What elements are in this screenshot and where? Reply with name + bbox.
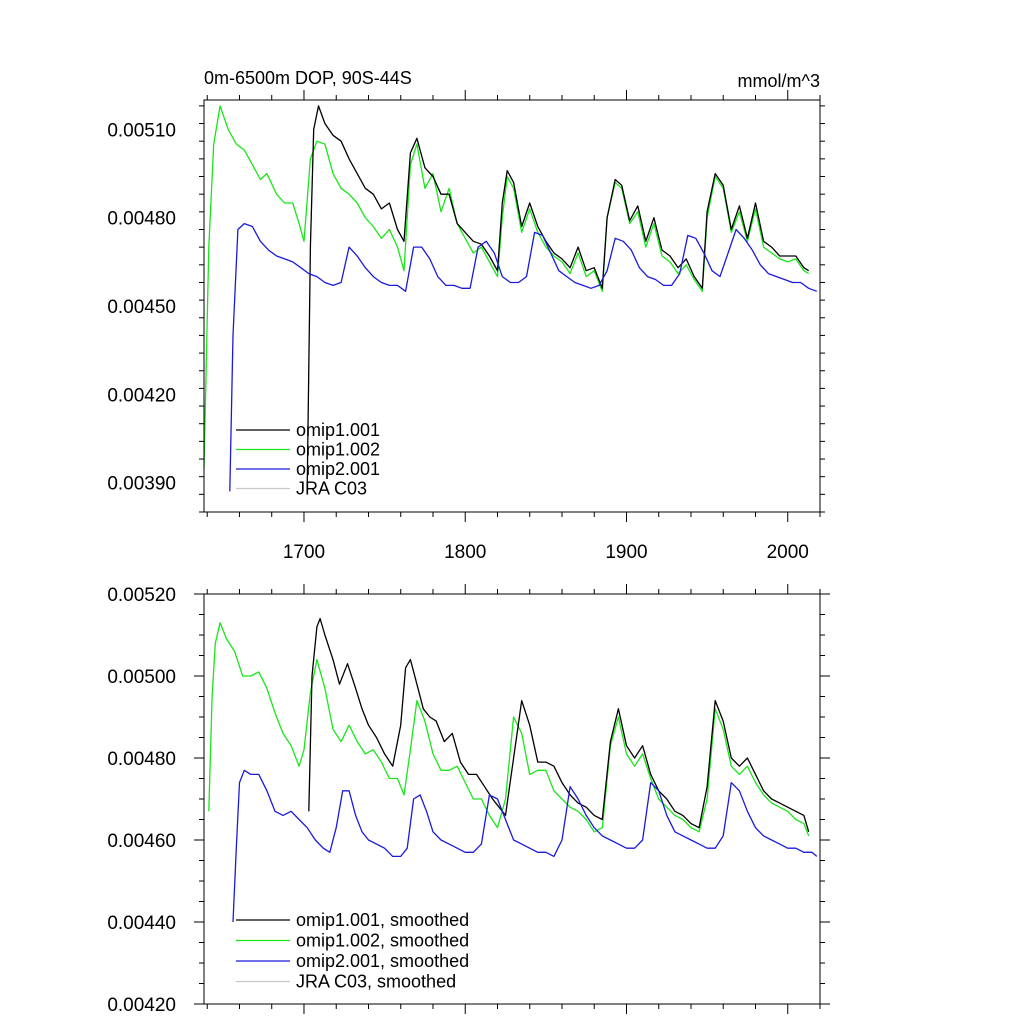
top-x-tick-label: 1900 (605, 542, 647, 563)
top-legend-label-omip1-002: omip1.002 (296, 440, 380, 460)
bottom-y-tick-label: 0.00440 (107, 913, 176, 934)
bottom-y-tick-label: 0.00480 (107, 749, 176, 770)
top-series-omip1-002 (204, 105, 810, 468)
top-panel-series (204, 105, 818, 492)
top-panel-title: 0m-6500m DOP, 90S-44S (204, 68, 412, 88)
bottom-y-tick-label: 0.00420 (107, 995, 176, 1016)
top-panel-frame (203, 99, 821, 513)
top-x-tick-label: 2000 (767, 542, 809, 563)
top-panel-units: mmol/m^3 (738, 71, 820, 91)
bottom-y-tick-label: 0.00460 (107, 831, 176, 852)
top-y-tick-label: 0.00450 (107, 297, 176, 318)
top-y-tick-label: 0.00420 (107, 385, 176, 406)
top-legend-label-omip2-001: omip2.001 (296, 459, 380, 479)
bottom-panel-ticks: 0.00420 0.00440 0.00460 0.00480 0.00500 0.005… (107, 584, 830, 1016)
top-x-tick-label: 1700 (283, 542, 325, 563)
bottom-series-omip1-002-smoothed (208, 622, 810, 837)
top-panel: 0m-6500m DOP, 90S-44S mmol/m^3 1700 1800 1… (107, 68, 825, 563)
top-x-tick-label: 1800 (444, 542, 486, 563)
bottom-y-tick-label: 0.00520 (107, 585, 176, 606)
top-y-tick-label: 0.00480 (107, 209, 176, 230)
bottom-panel-series (208, 617, 818, 923)
bottom-legend-label-jra-c03-smoothed: JRA C03, smoothed (296, 972, 456, 992)
top-y-tick-label: 0.00390 (107, 474, 176, 495)
bottom-legend-label-omip2-001-smoothed: omip2.001, smoothed (296, 951, 469, 971)
bottom-series-omip1-001-smoothed (308, 617, 810, 832)
bottom-series-omip2-001-smoothed (232, 769, 818, 923)
top-series-omip2-001 (229, 222, 818, 492)
top-series-omip1-001 (306, 105, 810, 489)
top-legend-label-jra-c03: JRA C03 (296, 479, 367, 499)
top-y-tick-label: 0.00510 (107, 120, 176, 141)
top-panel-ticks: 1700 1800 1900 2000 0.00390 0.00420 0.00450 0.0… (107, 90, 825, 563)
bottom-panel: 0.00420 0.00440 0.00460 0.00480 0.00500 0.005… (107, 584, 830, 1016)
bottom-panel-frame (203, 593, 821, 1005)
bottom-legend-label-omip1-002-smoothed: omip1.002, smoothed (296, 931, 469, 951)
bottom-y-tick-label: 0.00500 (107, 667, 176, 688)
top-legend-label-omip1-001: omip1.001 (296, 420, 380, 440)
bottom-legend-label-omip1-001-smoothed: omip1.001, smoothed (296, 910, 469, 930)
